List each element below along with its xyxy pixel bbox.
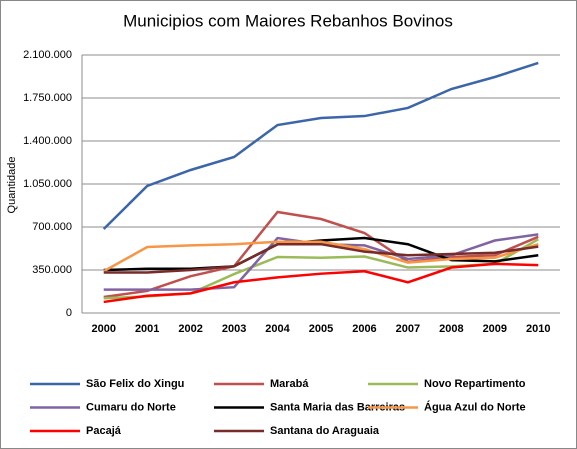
x-tick-label: 2004 (265, 323, 290, 335)
y-tick-label: 2.100.000 (23, 49, 72, 61)
y-tick-label: 1.050.000 (23, 178, 72, 190)
legend-label: São Felix do Xingu (86, 378, 184, 390)
series-line (102, 61, 539, 230)
legend-label: Santa Maria das Barreiras (270, 401, 405, 413)
x-tick-label: 2005 (309, 323, 333, 335)
y-axis-label: Quantidade (6, 157, 18, 214)
legend-label: Pacajá (86, 425, 122, 437)
legend-label: Novo Repartimento (424, 378, 526, 390)
x-tick-label: 2009 (483, 323, 507, 335)
x-tick-label: 2003 (222, 323, 246, 335)
y-tick-label: 350.000 (32, 264, 72, 276)
legend-label: Santana do Araguaia (270, 425, 380, 437)
series-line (103, 262, 539, 304)
y-tick-label: 700.000 (32, 221, 72, 233)
x-tick-label: 2000 (91, 323, 115, 335)
x-tick-label: 2010 (526, 323, 550, 335)
y-tick-label: 1.750.000 (23, 92, 72, 104)
series-line (103, 242, 539, 274)
chart-title: Municipios com Maiores Rebanhos Bovinos (123, 11, 453, 30)
legend-label: Marabá (270, 378, 309, 390)
legend-label: Água Azul do Norte (424, 400, 526, 413)
y-tick-label: 0 (66, 307, 72, 319)
legend-label: Cumaru do Norte (86, 401, 176, 413)
x-tick-label: 2008 (439, 323, 463, 335)
x-tick-label: 2002 (178, 323, 202, 335)
series-line (103, 210, 539, 299)
x-tick-label: 2007 (396, 323, 420, 335)
x-tick-label: 2006 (352, 323, 376, 335)
y-tick-label: 1.400.000 (23, 135, 72, 147)
x-tick-label: 2001 (135, 323, 159, 335)
series-line (103, 240, 539, 273)
